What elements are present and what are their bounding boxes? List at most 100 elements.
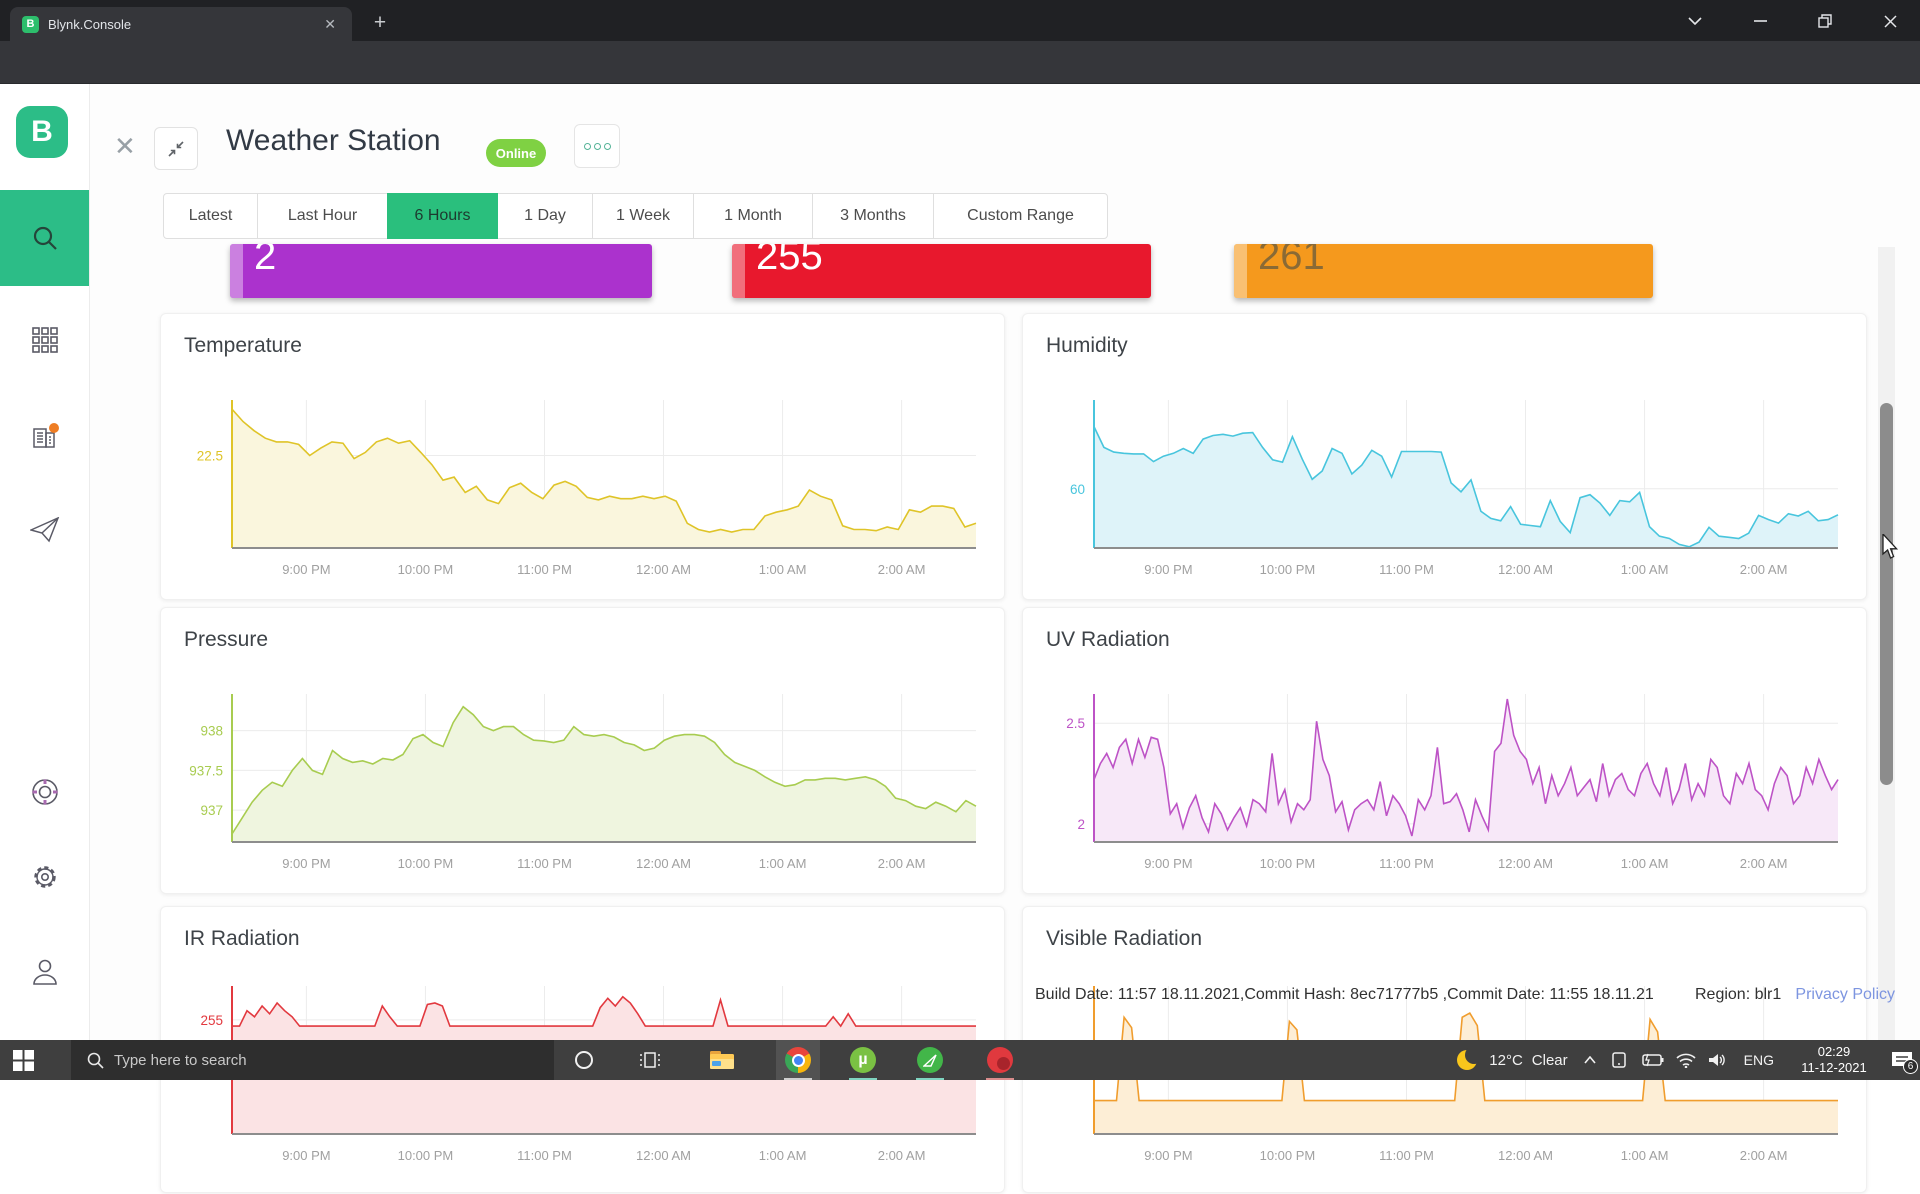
privacy-policy-link[interactable]: Privacy Policy	[1795, 986, 1895, 1003]
pressure-chart: 9:00 PM 10:00 PM 11:00 PM 12:00 AM 1:00 AM 2:…	[161, 608, 1006, 895]
window-restore-button[interactable]	[1804, 6, 1846, 36]
svg-text:2.5: 2.5	[1066, 716, 1085, 731]
pressure-card: 9:00 PM 10:00 PM 11:00 PM 12:00 AM 1:00 AM 2:…	[160, 607, 1005, 894]
chrome-icon[interactable]	[776, 1040, 820, 1080]
svg-text:1:00 AM: 1:00 AM	[1621, 1148, 1669, 1163]
sidebar-item-devices[interactable]	[0, 316, 89, 364]
collapse-view-button[interactable]	[154, 127, 198, 170]
svg-text:9:00 PM: 9:00 PM	[1144, 562, 1192, 577]
svg-text:22.5: 22.5	[197, 449, 223, 464]
time-range-tabs: Latest Last Hour 6 Hours 1 Day 1 Week 1 …	[163, 193, 1108, 239]
svg-text:11:00 PM: 11:00 PM	[517, 1148, 572, 1163]
level-widget-ir[interactable]: 255	[732, 244, 1151, 298]
scrollbar-thumb[interactable]	[1880, 403, 1893, 785]
level-widget-uv[interactable]: 2	[230, 244, 652, 298]
svg-text:1:00 AM: 1:00 AM	[1621, 562, 1669, 577]
region-label: Region: blr1	[1695, 986, 1782, 1003]
tab-1-day[interactable]: 1 Day	[497, 193, 593, 239]
language-indicator[interactable]: ENG	[1743, 1052, 1774, 1068]
page-title: Weather Station	[226, 124, 441, 157]
svg-text:11:00 PM: 11:00 PM	[1379, 562, 1434, 577]
card-title: IR Radiation	[184, 927, 300, 950]
taskbar-search-input[interactable]: Type here to search	[71, 1040, 554, 1080]
browser-tab[interactable]: B Blynk.Console ✕	[10, 7, 352, 41]
utorrent-icon[interactable]: µ	[841, 1040, 885, 1080]
card-title: Temperature	[184, 334, 302, 357]
action-center-icon[interactable]: 6	[1890, 1050, 1918, 1074]
tab-search-chevron-icon[interactable]	[1674, 6, 1716, 36]
cortana-icon[interactable]	[562, 1040, 606, 1080]
svg-text:2: 2	[1077, 817, 1085, 832]
uv-radiation-card: 9:00 PM 10:00 PM 11:00 PM 12:00 AM 1:00 AM 2:…	[1022, 607, 1867, 894]
tab-latest[interactable]: Latest	[163, 193, 258, 239]
svg-text:10:00 PM: 10:00 PM	[398, 856, 454, 871]
svg-text:12:00 AM: 12:00 AM	[1498, 1148, 1553, 1163]
level-widget-visible[interactable]: 261	[1234, 244, 1653, 298]
tab-custom-range[interactable]: Custom Range	[933, 193, 1108, 239]
svg-text:11:00 PM: 11:00 PM	[1379, 1148, 1434, 1163]
mouse-cursor	[1882, 534, 1902, 560]
red-app-icon[interactable]	[978, 1040, 1022, 1080]
task-view-icon[interactable]	[628, 1040, 672, 1080]
file-explorer-icon[interactable]	[700, 1040, 744, 1080]
svg-text:11:00 PM: 11:00 PM	[517, 856, 572, 871]
level-strip	[230, 244, 243, 298]
status-badge: Online	[486, 139, 546, 167]
tab-last-hour[interactable]: Last Hour	[257, 193, 388, 239]
blynk-logo[interactable]: B	[16, 106, 68, 158]
sidebar-item-notifications[interactable]	[0, 506, 89, 554]
paper-plane-icon	[29, 517, 60, 543]
moon-icon	[1455, 1048, 1480, 1072]
svg-text:11:00 PM: 11:00 PM	[1379, 856, 1434, 871]
dashboard-close-icon[interactable]: ✕	[114, 131, 136, 161]
clock-date: 11-12-2021	[1801, 1060, 1867, 1075]
tab-6-hours[interactable]: 6 Hours	[387, 193, 498, 239]
windows-start-icon[interactable]	[13, 1050, 34, 1071]
clock-time: 02:29	[1817, 1044, 1851, 1059]
building-icon	[30, 421, 60, 451]
svg-text:9:00 PM: 9:00 PM	[282, 1148, 330, 1163]
person-icon	[30, 957, 60, 987]
sidebar-item-profile[interactable]	[0, 948, 89, 996]
window-minimize-button[interactable]	[1739, 6, 1781, 36]
svg-text:2:00 AM: 2:00 AM	[878, 1148, 926, 1163]
battery-icon[interactable]	[1640, 1053, 1664, 1067]
svg-text:9:00 PM: 9:00 PM	[282, 856, 330, 871]
weather-desc[interactable]: Clear	[1531, 1051, 1568, 1069]
build-footer: Build Date: 11:57 18.11.2021,Commit Hash…	[1035, 986, 1895, 1010]
svg-text:1:00 AM: 1:00 AM	[759, 1148, 807, 1163]
dot-icon	[593, 142, 601, 150]
windows-taskbar: Type here to search µ	[0, 1040, 1920, 1080]
svg-text:11:00 PM: 11:00 PM	[517, 562, 572, 577]
sidebar-item-support[interactable]	[0, 768, 89, 816]
sidebar-item-settings[interactable]	[0, 853, 89, 901]
new-tab-button[interactable]: +	[373, 11, 387, 34]
tab-favicon: B	[22, 15, 39, 33]
tab-3-months[interactable]: 3 Months	[812, 193, 934, 239]
sidebar-item-search[interactable]	[0, 190, 89, 286]
svg-text:2:00 AM: 2:00 AM	[878, 562, 926, 577]
green-app-icon[interactable]	[908, 1040, 952, 1080]
device-options-button[interactable]	[574, 124, 620, 168]
svg-text:9:00 PM: 9:00 PM	[1144, 856, 1192, 871]
weather-temp[interactable]: 12°C	[1489, 1051, 1523, 1069]
level-value: 261	[1258, 244, 1325, 278]
speaker-icon[interactable]	[1708, 1052, 1728, 1068]
window-close-button[interactable]	[1869, 6, 1911, 36]
your-phone-icon[interactable]	[1610, 1051, 1628, 1069]
tray-chevron-icon[interactable]	[1584, 1056, 1596, 1064]
gear-icon	[30, 862, 60, 892]
svg-text:937.5: 937.5	[189, 763, 223, 778]
svg-text:12:00 AM: 12:00 AM	[1498, 562, 1553, 577]
tab-1-month[interactable]: 1 Month	[693, 193, 813, 239]
level-strip	[1234, 244, 1247, 298]
tab-1-week[interactable]: 1 Week	[592, 193, 694, 239]
tab-close-icon[interactable]: ✕	[324, 15, 336, 32]
svg-text:1:00 AM: 1:00 AM	[1621, 856, 1669, 871]
sidebar-item-organization[interactable]	[0, 412, 89, 460]
taskbar-clock[interactable]: 02:29 11-12-2021	[1788, 1044, 1880, 1076]
svg-text:9:00 PM: 9:00 PM	[1144, 1148, 1192, 1163]
level-value: 255	[756, 244, 823, 278]
svg-text:2:00 AM: 2:00 AM	[1740, 1148, 1788, 1163]
wifi-icon[interactable]	[1676, 1053, 1696, 1068]
